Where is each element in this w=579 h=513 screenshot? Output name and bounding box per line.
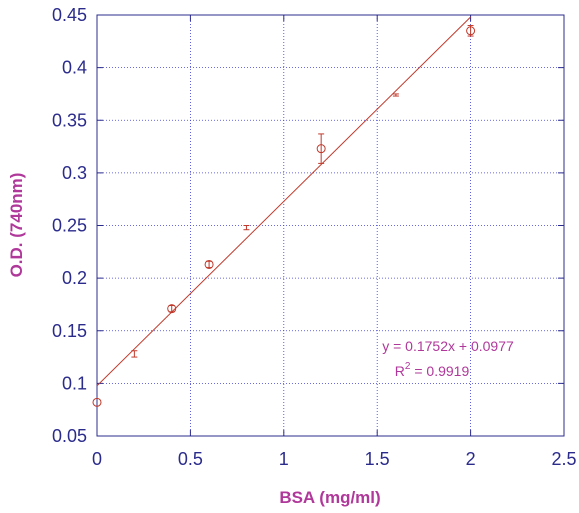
x-axis-title: BSA (mg/ml) (279, 488, 380, 507)
r-squared-prefix: R (395, 363, 405, 379)
y-tick-label: 0.15 (52, 321, 87, 341)
r-squared-label: R2 = 0.9919 (395, 361, 470, 379)
y-axis-title: O.D. (740nm) (7, 173, 26, 278)
y-tick-label: 0.3 (62, 163, 87, 183)
data-point (204, 259, 214, 269)
y-tick-label: 0.4 (62, 58, 87, 78)
x-tick-label: 2.5 (551, 449, 576, 469)
data-point (167, 304, 177, 314)
regression-equation: y = 0.1752x + 0.0977 (382, 338, 514, 354)
r-squared-value: = 0.9919 (410, 363, 469, 379)
y-tick-label: 0.05 (52, 426, 87, 446)
trend-line (96, 16, 471, 387)
y-tick-label: 0.2 (62, 268, 87, 288)
error-bar (206, 260, 213, 269)
y-tick-labels: 0.05 0.1 0.15 0.2 0.25 0.3 0.35 0.4 0.45 (52, 5, 87, 446)
axis-ticks (96, 14, 565, 437)
error-bar (318, 133, 325, 164)
data-points (92, 26, 476, 407)
r-squared-exponent: 2 (405, 361, 411, 372)
x-tick-label: 2 (466, 449, 476, 469)
x-tick-label: 1 (279, 449, 289, 469)
error-bars (131, 25, 474, 358)
error-bar (243, 225, 250, 231)
y-tick-label: 0.45 (52, 5, 87, 25)
y-tick-label: 0.25 (52, 216, 87, 236)
y-tick-label: 0.35 (52, 110, 87, 130)
error-bar (131, 350, 138, 358)
x-tick-labels: 0 0.5 1 1.5 2 2.5 (92, 449, 577, 469)
data-point (466, 26, 476, 36)
x-tick-label: 0.5 (178, 449, 203, 469)
x-tick-label: 1.5 (365, 449, 390, 469)
data-point (92, 397, 102, 407)
x-tick-label: 0 (92, 449, 102, 469)
error-bar (168, 304, 175, 313)
grid-lines (97, 15, 564, 436)
y-tick-label: 0.1 (62, 373, 87, 393)
data-point (316, 144, 326, 154)
error-bar (392, 93, 399, 97)
